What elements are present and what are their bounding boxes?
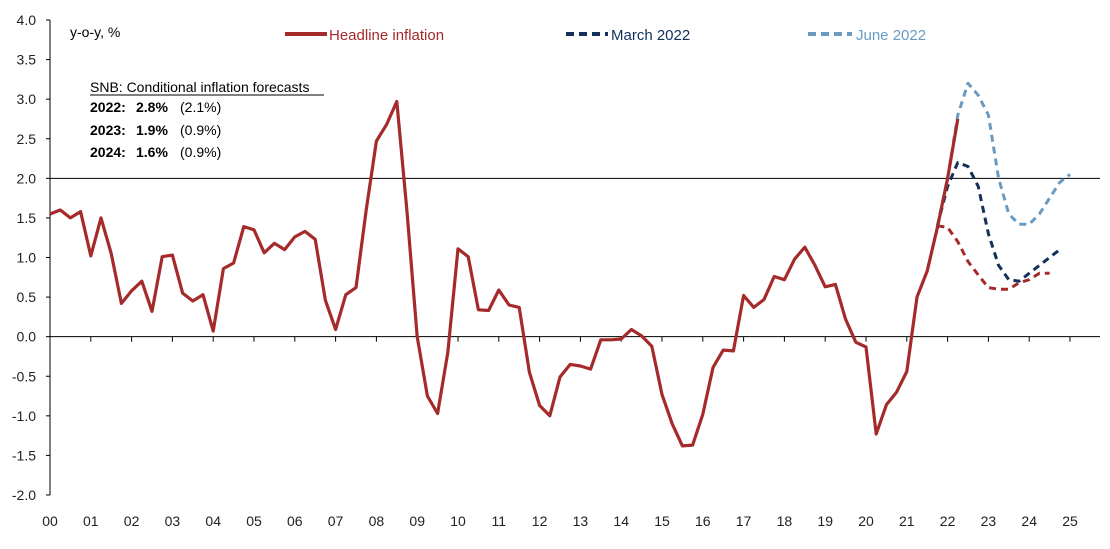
x-tick-label: 07 <box>328 513 344 529</box>
y-tick-label: -0.5 <box>12 368 36 384</box>
x-tick-label: 02 <box>124 513 140 529</box>
forecast-note: SNB: Conditional inflation forecasts 202… <box>90 79 324 160</box>
x-tick-label: 15 <box>654 513 670 529</box>
note-prev-2022: (2.1%) <box>180 99 221 115</box>
y-axis-label: y-o-y, % <box>70 24 120 40</box>
note-year-2024: 2024: <box>90 144 126 160</box>
y-tick-label: 3.0 <box>17 91 37 107</box>
y-tick-label: -1.0 <box>12 408 36 424</box>
y-tick-label: -1.5 <box>12 447 36 463</box>
note-year-2022: 2022: <box>90 99 126 115</box>
note-prev-2023: (0.9%) <box>180 122 221 138</box>
x-tick-label: 17 <box>736 513 752 529</box>
y-tick-label: -2.0 <box>12 487 36 503</box>
x-tick-label: 21 <box>899 513 915 529</box>
series-forecast-red-dashed <box>937 224 1050 291</box>
x-tick-label: 06 <box>287 513 303 529</box>
note-value-2024: 1.6% <box>136 144 168 160</box>
legend-label-june: June 2022 <box>856 27 926 44</box>
note-title: SNB: Conditional inflation forecasts <box>90 79 309 95</box>
x-tick-label: 01 <box>83 513 99 529</box>
y-tick-label: 4.0 <box>17 12 37 28</box>
x-tick-label: 00 <box>42 513 58 529</box>
x-tick-label: 23 <box>981 513 997 529</box>
x-tick-label: 20 <box>858 513 874 529</box>
y-tick-label: 1.5 <box>17 210 37 226</box>
x-tick-label: 24 <box>1021 513 1037 529</box>
note-year-2023: 2023: <box>90 122 126 138</box>
series-group <box>49 81 1071 448</box>
x-tick-label: 16 <box>695 513 711 529</box>
note-value-2023: 1.9% <box>136 122 168 138</box>
x-tick-label: 09 <box>409 513 425 529</box>
axes: 4.0 3.5 3.0 2.5 2.0 1.5 1.0 0.5 0.0 -0.5 -1.0 -1.5 -… <box>12 12 1100 529</box>
y-tick-label: 1.0 <box>17 250 37 266</box>
x-tick-label: 10 <box>450 513 466 529</box>
y-tick-label: 0.5 <box>17 289 37 305</box>
note-value-2022: 2.8% <box>136 99 168 115</box>
x-tick-label: 19 <box>817 513 833 529</box>
series-june-2022 <box>935 81 1071 227</box>
y-tick-label: 3.5 <box>17 52 37 68</box>
series-headline-inflation <box>49 99 960 448</box>
x-tick-label: 12 <box>532 513 548 529</box>
x-tick-label: 03 <box>165 513 181 529</box>
legend-label-march: March 2022 <box>611 27 690 44</box>
x-tick-label: 14 <box>613 513 629 529</box>
legend-label-headline: Headline inflation <box>329 27 444 44</box>
series-march-2022 <box>935 161 1061 283</box>
x-tick-label: 04 <box>205 513 221 529</box>
y-tick-label: 0.0 <box>17 329 37 345</box>
legend: Headline inflation March 2022 June 2022 <box>285 27 926 44</box>
x-tick-label: 11 <box>492 513 507 529</box>
x-tick-label: 05 <box>246 513 262 529</box>
note-prev-2024: (0.9%) <box>180 144 221 160</box>
x-tick-label: 08 <box>369 513 385 529</box>
x-tick-label: 13 <box>573 513 589 529</box>
y-tick-label: 2.5 <box>17 131 37 147</box>
y-tick-label: 2.0 <box>17 170 37 186</box>
x-tick-label: 18 <box>777 513 793 529</box>
x-tick-label: 25 <box>1062 513 1078 529</box>
x-tick-label: 22 <box>940 513 956 529</box>
